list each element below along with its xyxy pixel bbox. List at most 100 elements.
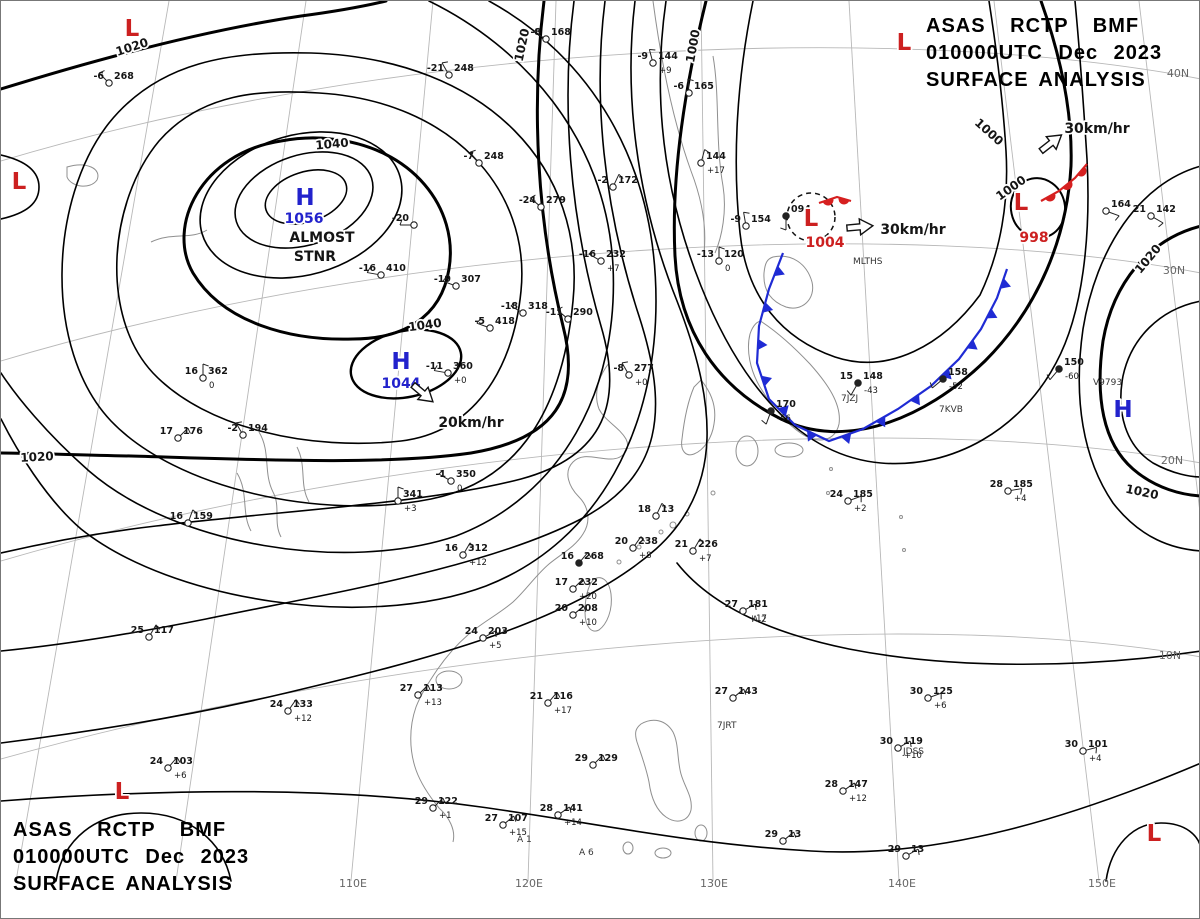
station-change: 0 [457, 484, 462, 494]
coast-ryukyu-island [616, 559, 622, 565]
weather-station: 28 141 +14 [540, 803, 583, 828]
weather-station: 150-60 [1046, 357, 1084, 382]
wind-barb-icon [434, 797, 444, 807]
coast-izu-island [829, 467, 833, 471]
wind-barb-icon [556, 309, 566, 318]
product-title: ASAS RCTP BMF [13, 819, 227, 841]
low-pressure-center: L [897, 30, 912, 56]
station-temperature: 29 [765, 829, 778, 840]
cold-front-pip [778, 405, 789, 416]
wind-barb-tick-icon [176, 757, 181, 763]
station-change: 0 [209, 381, 214, 391]
station-circle-icon [685, 89, 693, 97]
station-circle-icon [174, 434, 182, 442]
station-pressure: 165 [694, 81, 714, 92]
station-temperature: -1 [435, 469, 446, 480]
coast-bonin-island [902, 548, 906, 552]
coast-shikoku [774, 442, 804, 458]
wind-barb-tick-icon [295, 699, 300, 705]
isobar-1008 [1, 1, 708, 744]
station-circle-icon [689, 547, 697, 555]
station-circle-icon [575, 559, 583, 567]
latitude-label: 10N [1159, 649, 1181, 662]
wind-barb-tick-icon [556, 692, 561, 698]
wind-barb-icon [1085, 746, 1097, 751]
isobar-1020-east [1098, 225, 1199, 498]
cold-front-pip [1000, 278, 1011, 289]
latitude-label: 20N [1161, 454, 1183, 467]
weather-station: -5 418 [474, 316, 515, 332]
station-pressure: 113 [423, 683, 443, 694]
station-temperature: -9 [730, 214, 741, 225]
weather-station: -6 268 [93, 70, 134, 87]
weather-station: 27 181 +17 [725, 599, 768, 624]
wind-barb-tick-icon [399, 219, 403, 226]
station-temperature: 15 [840, 371, 853, 382]
station-circle-icon [625, 371, 633, 379]
weather-station: -9 144 +9 [637, 48, 678, 76]
weather-station: 16 362 0 [185, 363, 228, 391]
wind-barb-icon [735, 688, 745, 697]
low-pressure-center: L [1147, 821, 1162, 847]
longitude-line [993, 1, 1100, 882]
low-pressure-center: L [125, 16, 140, 42]
station-temperature: 27 [400, 683, 413, 694]
warm-front-pip [838, 197, 850, 205]
latitude-label: 40N [1167, 67, 1189, 80]
station-temperature: 28 [990, 479, 1004, 490]
station-circle-icon [542, 35, 550, 43]
station-temperature: -11 [546, 307, 563, 318]
wind-barb-tick-icon [187, 427, 191, 434]
longitude-line [350, 1, 434, 882]
wind-barb-tick-icon [192, 509, 198, 515]
weather-station: 29 13 [888, 844, 924, 860]
station-pressure: 194 [248, 423, 268, 434]
isobar-west-low [1, 154, 40, 220]
station-circle-icon [569, 585, 577, 593]
wind-barb-tick-icon [155, 624, 161, 630]
station-temperature: 24 [830, 489, 844, 500]
cold-front-pip [909, 394, 920, 406]
isobar-1004 [659, 1, 1089, 465]
station-circle-icon [199, 374, 207, 382]
wind-barb-icon [765, 413, 771, 425]
station-pressure: 248 [454, 63, 474, 74]
isobar-south [1, 762, 1199, 853]
weather-station: 27 113 +13 [400, 683, 443, 708]
station-pressure: 125 [933, 686, 953, 697]
low-pressure-center: L [12, 169, 27, 195]
station-temperature: -16 [579, 249, 597, 260]
station-circle-icon [239, 431, 247, 439]
wind-barb-icon [701, 149, 706, 161]
station-temperature: 21 [675, 539, 688, 550]
cold-front-pip [807, 430, 817, 442]
station-change: -60 [1065, 372, 1079, 382]
pressure-center-value: 1004 [806, 235, 845, 251]
isobar-1044 [199, 131, 403, 279]
ship-callsign-label: A 6 [579, 848, 594, 858]
latitude-line [1, 633, 1199, 760]
weather-station: -8 168 [530, 27, 571, 43]
wind-barb-tick-icon [640, 536, 645, 542]
station-change: +2 [854, 504, 867, 514]
station-circle-icon [394, 497, 402, 505]
coast-hokkaido [763, 255, 814, 309]
wind-barb-tick-icon [602, 754, 606, 761]
station-circle-icon [597, 257, 605, 265]
station-change: +0 [635, 378, 648, 388]
isobar-southwest-low [55, 812, 232, 882]
station-circle-icon [902, 852, 910, 860]
weather-station: 30 125 +6 [910, 686, 953, 711]
wind-barb-tick-icon [853, 782, 857, 789]
product-type: SURFACE ANALYSIS [926, 69, 1146, 91]
weather-station: 25 117 [131, 624, 174, 641]
longitude-label: 120E [515, 877, 543, 890]
title-block-top-right: ASAS RCTP BMF 010000UTC Dec 2023 SURFACE… [926, 13, 1162, 94]
station-pressure: 158 [948, 367, 968, 378]
weather-station: 20 238 +8 [615, 536, 658, 561]
wind-barb-tick-icon [661, 502, 667, 508]
latitude-line [1, 47, 1199, 162]
station-pressure: 185 [853, 489, 873, 500]
cold-front-pip [774, 265, 785, 277]
